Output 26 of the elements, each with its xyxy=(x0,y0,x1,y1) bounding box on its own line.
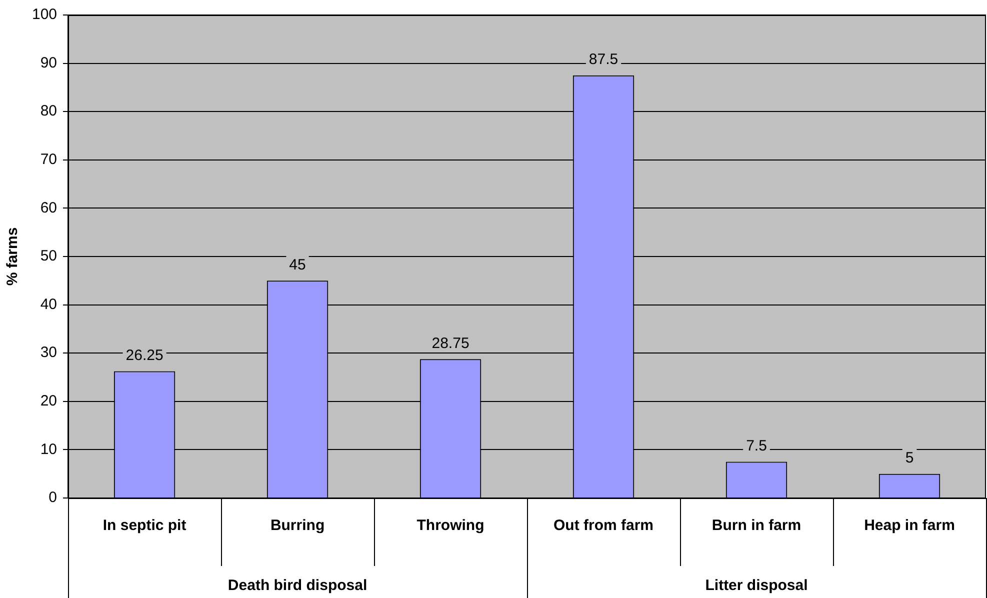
x-tick-label: Throwing xyxy=(416,517,484,534)
data-label: 87.5 xyxy=(588,51,618,68)
y-axis-title: % farms xyxy=(4,227,22,286)
x-tick-label: In septic pit xyxy=(102,517,186,534)
y-tick-label: 50 xyxy=(40,248,58,265)
x-tick-label: Burn in farm xyxy=(712,517,802,534)
data-label: 26.25 xyxy=(126,346,164,364)
y-tick-label: 80 xyxy=(40,102,58,120)
y-tick-label: 0 xyxy=(48,489,58,506)
data-label: 5 xyxy=(905,449,914,466)
y-tick-label: 10 xyxy=(40,440,58,458)
data-label: 28.75 xyxy=(432,334,470,352)
y-tick-label: 20 xyxy=(40,392,58,410)
data-label: 7.5 xyxy=(746,437,767,454)
data-label: 45 xyxy=(289,256,306,274)
y-tick-label: 30 xyxy=(40,344,58,362)
x-tick-label: Burring xyxy=(270,517,325,534)
y-tick-label: 40 xyxy=(40,296,58,313)
y-tick-label: 70 xyxy=(40,151,58,168)
y-tick-label: 90 xyxy=(40,54,58,72)
text: Litter disposal xyxy=(705,577,808,594)
text: Death bird disposal xyxy=(228,577,368,594)
y-tick-label: 100 xyxy=(32,6,58,24)
x-tick-label: Out from farm xyxy=(554,517,654,534)
y-tick-label: 60 xyxy=(40,199,58,216)
x-tick-label: Heap in farm xyxy=(864,517,955,534)
